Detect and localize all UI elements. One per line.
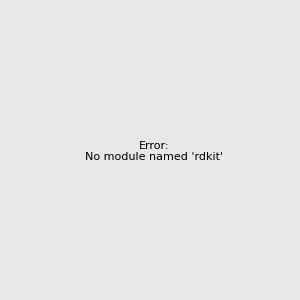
Text: Error:
No module named 'rdkit': Error: No module named 'rdkit' (85, 141, 223, 162)
